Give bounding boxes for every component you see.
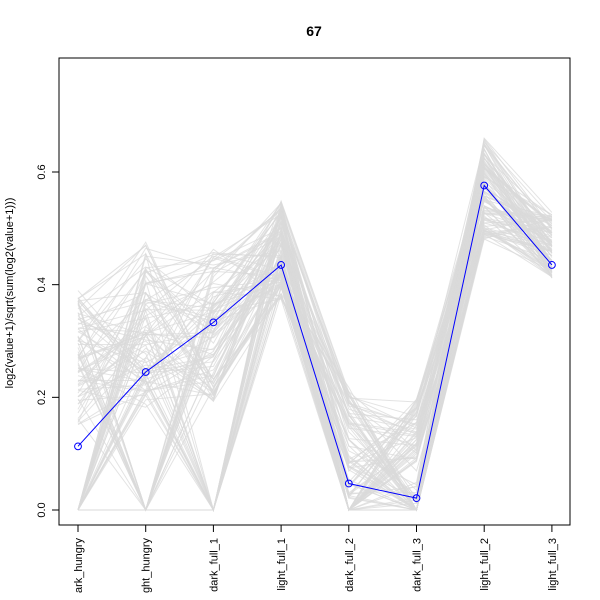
background-series-line	[77, 151, 553, 511]
x-tick-label: light_full_1	[276, 538, 288, 591]
x-tick-label: dark_full_2	[344, 538, 356, 592]
x-tick-label: dark_full_3	[412, 538, 424, 592]
data-point	[277, 261, 286, 269]
x-tick-label: ark_hungry	[73, 538, 85, 594]
background-series-line	[77, 147, 553, 512]
background-series-line	[77, 212, 553, 511]
background-series-line	[77, 165, 553, 512]
data-point	[74, 442, 82, 451]
data-point	[344, 479, 353, 488]
series-line	[77, 184, 553, 499]
x-tick-label: ght_hungry	[141, 538, 153, 594]
data-point	[209, 318, 218, 327]
background-series-line	[77, 160, 553, 495]
background-series-group	[77, 137, 553, 512]
y-tick-label: 0.2	[36, 390, 48, 405]
data-point	[141, 368, 150, 376]
y-tick-label: 0.0	[36, 502, 48, 517]
x-tick-label: light_full_2	[479, 538, 491, 591]
background-series-line	[77, 212, 552, 497]
chart-title: 67	[306, 23, 322, 39]
y-tick-label: 0.4	[36, 277, 48, 292]
background-series-line	[77, 209, 552, 512]
background-series-line	[77, 156, 553, 512]
data-point	[548, 261, 556, 269]
x-axis: ark_hungry ght_hungry dark_full_1 light_ful…	[73, 524, 559, 594]
y-axis: 0.0 0.2 0.4 0.6	[36, 164, 60, 518]
y-axis-label: log2(value+1)/sqrt(sum(log2(value+1)))	[4, 198, 16, 389]
background-series-line	[77, 227, 552, 511]
data-point	[412, 494, 421, 503]
x-tick-label: dark_full_1	[208, 538, 220, 592]
y-tick-label: 0.6	[36, 164, 48, 179]
highlighted-series-group	[74, 181, 556, 503]
x-tick-label: light_full_3	[547, 538, 559, 591]
background-series-line	[77, 205, 553, 512]
data-point	[480, 181, 489, 190]
